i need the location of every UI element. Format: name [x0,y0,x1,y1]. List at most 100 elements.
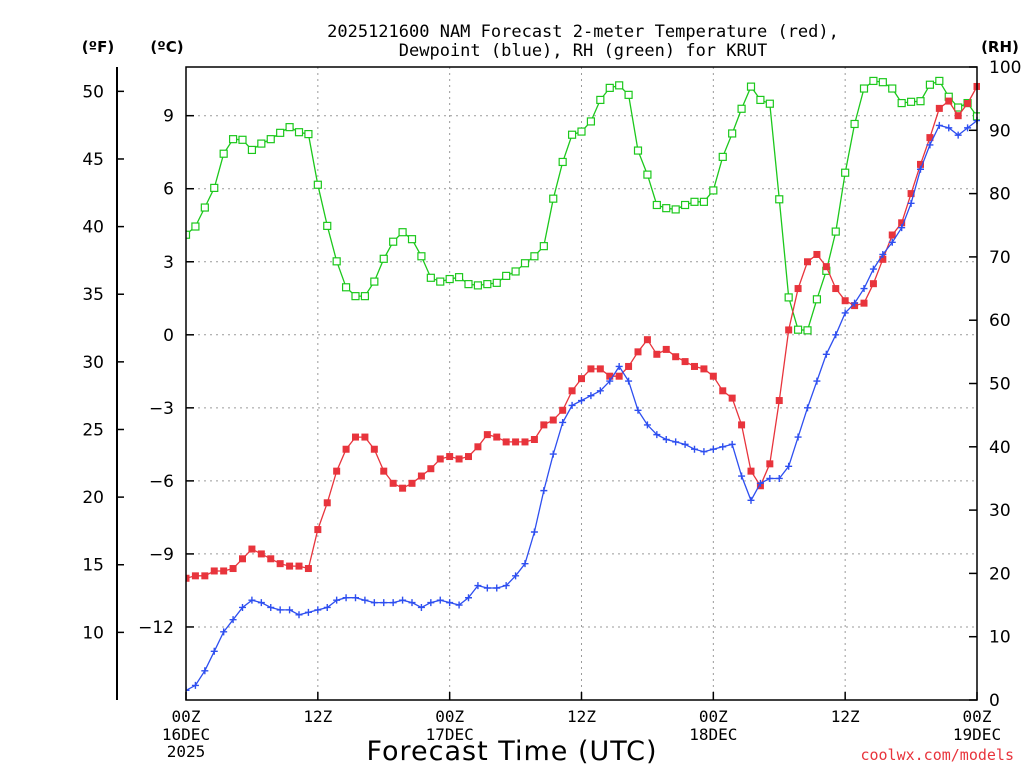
x-tick-year: 2025 [167,742,206,761]
fahrenheit-tick-label: 45 [82,150,104,170]
dewpoint-point [521,560,529,568]
dewpoint-point [333,596,341,604]
temperature-point [747,467,755,475]
rh-point [812,295,822,304]
x-axis-label: Forecast Time (UTC) [366,736,657,767]
temperature-point [596,365,604,373]
rh-point [954,103,963,112]
temperature-point [917,160,924,168]
rh-point [398,228,407,237]
rh-point [775,195,784,204]
rh-point [492,278,501,287]
rh-point [210,183,219,193]
rh-point [577,127,586,136]
temperature-point [436,455,444,463]
series-layer [186,76,980,694]
celsius-unit-label: (ºC) [150,38,183,56]
rh-point [257,139,266,148]
rh-point [699,197,709,206]
rh-tick-label: 60 [989,311,1011,331]
fahrenheit-tick-label: 10 [82,623,104,643]
dewpoint-point [747,496,755,504]
temperature-point [709,372,717,380]
watermark: coolwx.com/models [860,746,1014,764]
rh-point [186,230,191,239]
temperature-point [954,112,962,120]
rh-point [567,130,577,139]
dewpoint-point [530,528,538,536]
temperature-point [804,258,811,266]
celsius-tick-label: −12 [138,618,174,638]
x-tick-label: 12Z [567,707,596,726]
dewpoint-point [239,603,246,611]
x-tick-label: 12Z [831,707,860,726]
temperature-point [370,445,378,453]
rh-point [294,128,304,137]
rh-point [709,186,718,195]
temperature-point [813,250,821,258]
rh-point [511,267,520,276]
temperature-point [229,565,237,573]
dewpoint-point [559,418,567,426]
temperature-point [615,372,623,380]
chart-title-line2: Dewpoint (blue), RH (green) for KRUT [399,41,767,61]
temperature-point [728,394,736,402]
fahrenheit-tick-label: 30 [82,353,104,373]
dewpoint-point [248,596,256,604]
temperature-point [662,345,670,353]
rh-point [643,170,652,179]
fahrenheit-tick-label: 15 [82,556,104,576]
dewpoint-point [898,224,906,232]
rh-point [662,204,671,213]
x-tick-date: 16DEC [162,725,210,744]
temperature-point [681,358,689,366]
rh-point [718,152,727,161]
temperature-point [898,219,906,227]
dewpoint-point [841,309,849,317]
rh-point [276,128,285,137]
rh-point [878,78,887,87]
celsius-tick-label: 9 [163,107,174,127]
dewpoint-point [935,121,943,129]
rh-point [680,200,690,210]
rh-point [615,81,624,90]
rh-point [793,325,803,334]
rh-point [191,222,200,231]
dewpoint-point [672,438,680,446]
temperature-point [483,431,491,439]
rh-point [266,135,275,144]
temperature-point [785,326,793,334]
temperature-point [286,562,294,570]
temperature-point [521,438,529,446]
dewpoint-point [578,397,585,405]
temperature-point [907,190,915,198]
fahrenheit-tick-label: 35 [82,285,104,305]
temperature-point [502,438,510,446]
rh-point [285,123,294,132]
temperature-point [323,499,331,507]
celsius-tick-label: −6 [149,472,174,492]
rh-point [502,271,511,280]
dewpoint-point [851,299,859,307]
temperature-point [361,433,369,441]
dewpoint-point [257,599,265,607]
rh-point [417,252,426,261]
dewpoint-point [446,599,454,607]
temperature-point [342,445,350,453]
rh-point [803,326,812,335]
temperature-point [691,362,698,370]
dewpoint-point [869,265,877,273]
dewpoint-point [832,331,840,339]
dewpoint-point [186,686,190,694]
dewpoint-point [879,250,887,258]
temperature-point [700,365,708,373]
temperature-point [257,550,265,558]
temperature-point [352,433,359,441]
temperature-point [446,453,454,461]
dewpoint-point [822,350,830,358]
dewpoint-point [634,406,642,414]
dewpoint-point [907,199,915,207]
rh-point [379,254,388,263]
rh-point [728,129,737,138]
rh-point [935,76,944,86]
